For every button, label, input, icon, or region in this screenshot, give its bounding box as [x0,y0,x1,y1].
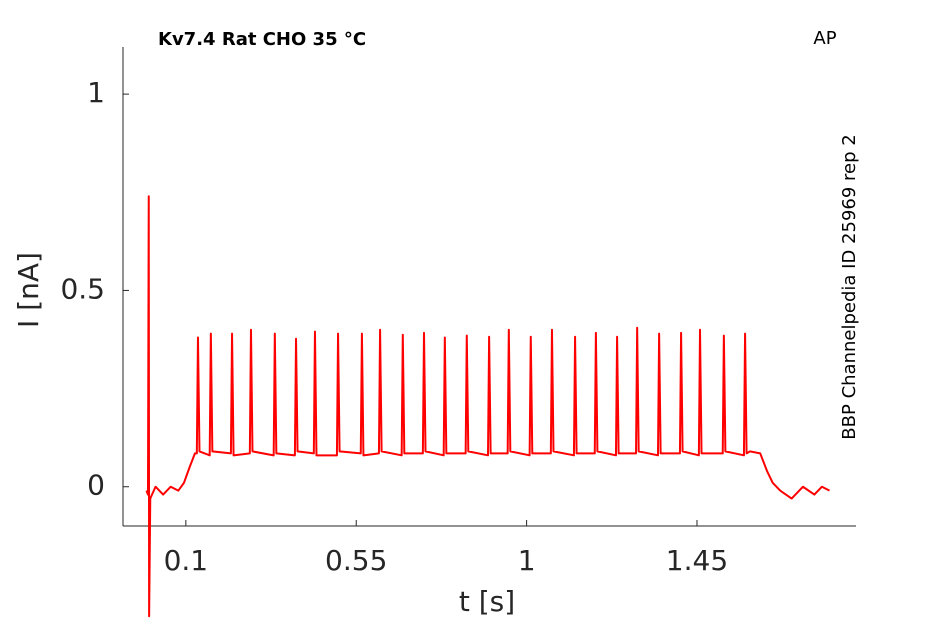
y-axis-label: I [nA] [12,252,45,328]
trace-line [145,195,830,618]
x-tick-label: 1.45 [666,544,728,577]
y-tick-label: 0 [87,469,105,502]
x-tick-label: 0.55 [325,544,387,577]
chart-title: Kv7.4 Rat CHO 35 °C [158,29,366,50]
y-tick-label: 0.5 [60,272,105,305]
x-tick-label: 0.1 [164,544,209,577]
y-tick-label: 1 [87,76,105,109]
annotation: BBP Channelpedia ID 25969 rep 2 [839,134,860,439]
x-tick-label: 1 [518,544,536,577]
x-axis-label: t [s] [459,585,515,618]
annotation: AP [813,28,836,49]
